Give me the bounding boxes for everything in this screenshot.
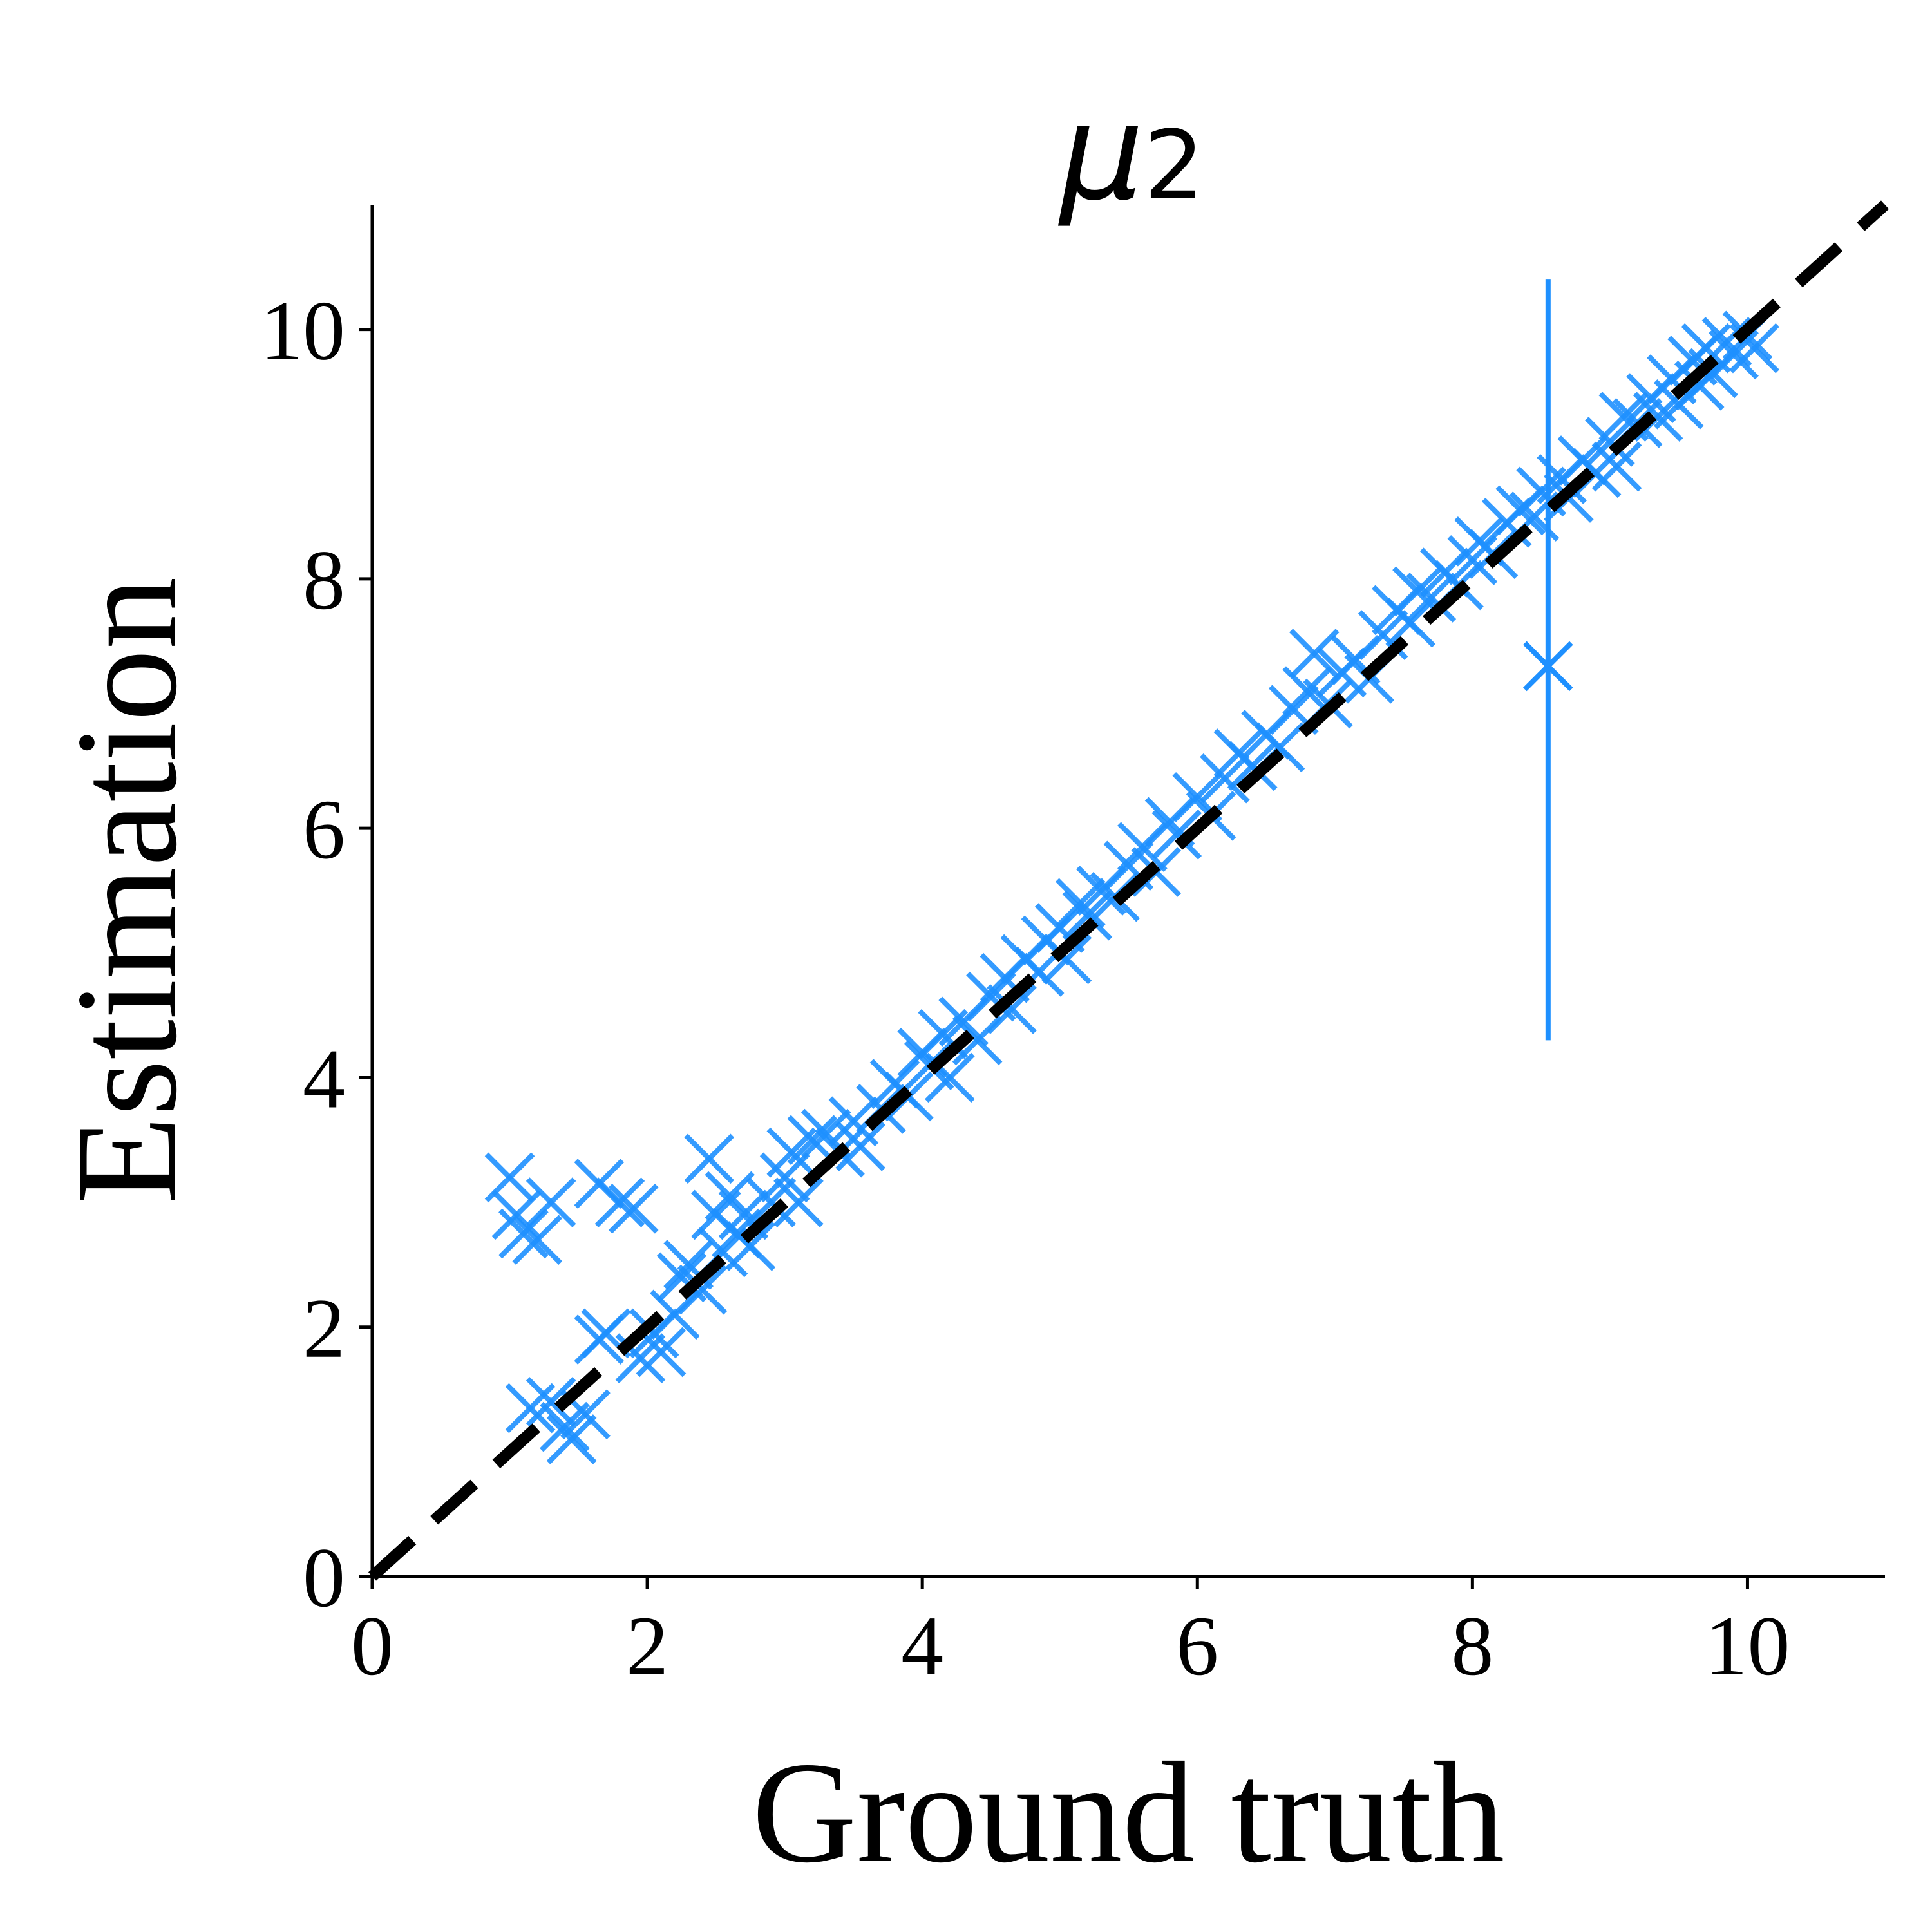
data-point <box>1062 890 1113 941</box>
x-tick-label: 4 <box>901 1598 943 1693</box>
y-tick-label: 10 <box>260 283 345 378</box>
data-point <box>987 984 1037 1034</box>
data-point <box>1591 441 1642 492</box>
chart-title-subscript: 2 <box>1144 110 1204 221</box>
error-bar <box>1522 279 1573 1041</box>
x-tick-label: 8 <box>1451 1598 1493 1693</box>
data-point <box>526 1377 576 1427</box>
data-point <box>1041 934 1092 985</box>
data-point <box>773 1177 824 1227</box>
y-axis-ticks: 0 2 4 6 8 10 <box>260 283 372 1625</box>
highlighted-point <box>1522 641 1573 692</box>
data-point <box>546 1414 597 1464</box>
x-axis-ticks: 0 2 4 6 8 10 <box>351 1577 1790 1693</box>
x-axis-label: Ground truth <box>752 1732 1505 1893</box>
data-point <box>787 1115 838 1166</box>
data-point <box>1289 629 1340 679</box>
y-tick-label: 2 <box>303 1281 345 1376</box>
data-point <box>1151 810 1202 860</box>
data-point <box>684 1133 735 1184</box>
y-tick-label: 8 <box>303 533 345 627</box>
data-point <box>498 1208 549 1259</box>
identity-reference-line <box>368 200 1889 1581</box>
data-point <box>677 1264 728 1315</box>
data-point <box>1385 597 1436 648</box>
data-point <box>608 1183 659 1234</box>
y-axis-label: Estimation <box>46 577 207 1205</box>
data-point <box>1200 753 1250 804</box>
y-tick-label: 0 <box>303 1530 345 1625</box>
data-point <box>636 1327 687 1378</box>
data-point <box>835 1121 886 1171</box>
data-point <box>594 1177 645 1227</box>
data-point <box>526 1177 576 1227</box>
data-point <box>725 1221 776 1271</box>
data-point <box>1392 566 1443 617</box>
axes <box>370 205 1885 1578</box>
x-tick-label: 2 <box>626 1598 668 1693</box>
x-tick-label: 10 <box>1705 1598 1790 1693</box>
y-tick-label: 6 <box>303 782 345 876</box>
x-tick-label: 0 <box>351 1598 393 1693</box>
chart-title-main: μ <box>1058 77 1144 230</box>
data-point <box>505 1383 556 1434</box>
svg-text:μ2: μ2 <box>1058 77 1205 230</box>
data-point <box>1227 741 1278 791</box>
chart-title: μ2 <box>1058 77 1205 230</box>
x-tick-label: 6 <box>1176 1598 1218 1693</box>
data-point <box>512 1215 563 1265</box>
y-tick-label: 4 <box>303 1031 345 1126</box>
data-point <box>1406 573 1457 623</box>
data-point <box>491 1189 542 1240</box>
